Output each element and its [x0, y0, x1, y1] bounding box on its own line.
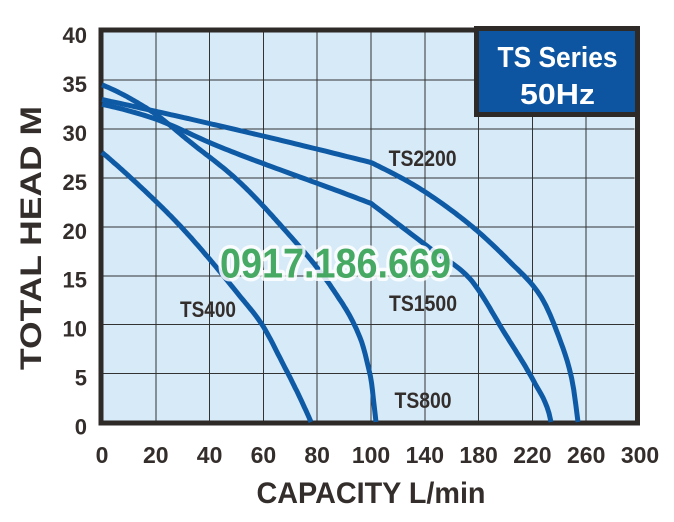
- svg-text:60: 60: [251, 442, 277, 468]
- svg-text:5: 5: [75, 366, 87, 391]
- svg-text:140: 140: [406, 442, 444, 468]
- svg-text:180: 180: [459, 442, 497, 468]
- svg-text:TS Series: TS Series: [498, 42, 618, 74]
- svg-text:300: 300: [621, 442, 659, 468]
- svg-text:100: 100: [352, 442, 390, 468]
- svg-text:10: 10: [63, 317, 87, 342]
- svg-text:40: 40: [197, 442, 223, 468]
- svg-text:50Hz: 50Hz: [520, 79, 595, 111]
- svg-text:30: 30: [63, 121, 87, 146]
- svg-text:CAPACITY L/min: CAPACITY L/min: [257, 477, 486, 510]
- svg-text:TS800: TS800: [395, 388, 452, 413]
- svg-text:TS1500: TS1500: [389, 291, 457, 316]
- svg-text:TS2200: TS2200: [389, 146, 457, 171]
- svg-text:220: 220: [513, 442, 551, 468]
- svg-text:35: 35: [63, 72, 87, 97]
- svg-text:0: 0: [96, 442, 109, 468]
- svg-text:20: 20: [63, 219, 87, 244]
- svg-text:80: 80: [304, 442, 330, 468]
- svg-text:0: 0: [75, 415, 87, 440]
- svg-text:0917.186.669: 0917.186.669: [220, 240, 451, 287]
- svg-text:25: 25: [63, 170, 87, 195]
- svg-text:15: 15: [63, 268, 87, 293]
- svg-text:TOTAL HEAD M: TOTAL HEAD M: [15, 106, 48, 370]
- svg-text:260: 260: [567, 442, 605, 468]
- svg-text:20: 20: [143, 442, 169, 468]
- svg-text:TS400: TS400: [180, 297, 236, 322]
- svg-text:40: 40: [63, 23, 87, 48]
